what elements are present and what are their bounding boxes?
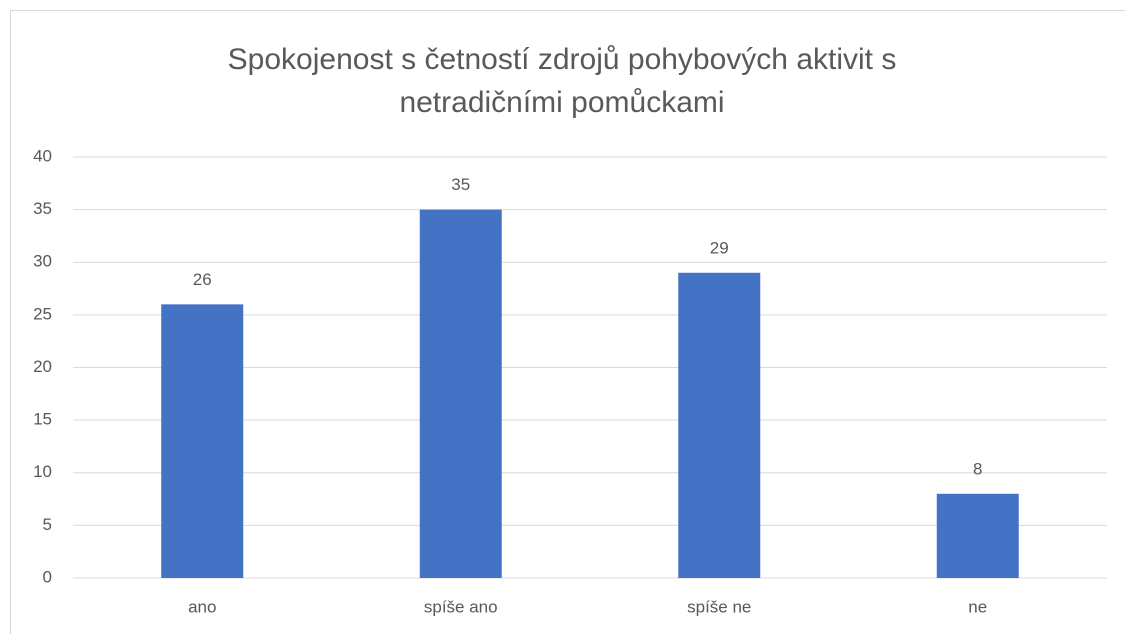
chart-border (10, 10, 1125, 634)
y-tick-label: 20 (33, 357, 52, 376)
bar (678, 272, 761, 578)
bar (161, 304, 244, 578)
x-tick-label: spíše ano (424, 597, 498, 616)
chart-title: Spokojenost s četností zdrojů pohybových… (227, 43, 897, 119)
y-tick-label: 30 (33, 252, 52, 271)
data-label: 29 (710, 238, 729, 257)
y-tick-label: 0 (43, 567, 52, 586)
y-tick-label: 25 (33, 304, 52, 323)
x-tick-label: spíše ne (687, 597, 751, 616)
y-tick-label: 10 (33, 462, 52, 481)
bar (936, 493, 1019, 578)
y-tick-label: 35 (33, 199, 52, 218)
data-label: 26 (193, 270, 212, 289)
data-label: 8 (973, 459, 982, 478)
y-tick-label: 15 (33, 410, 52, 429)
x-tick-label: ne (968, 597, 987, 616)
bar (419, 209, 502, 578)
y-tick-label: 40 (33, 146, 52, 165)
y-tick-label: 5 (43, 515, 52, 534)
x-tick-label: ano (188, 597, 216, 616)
data-label: 35 (451, 175, 470, 194)
